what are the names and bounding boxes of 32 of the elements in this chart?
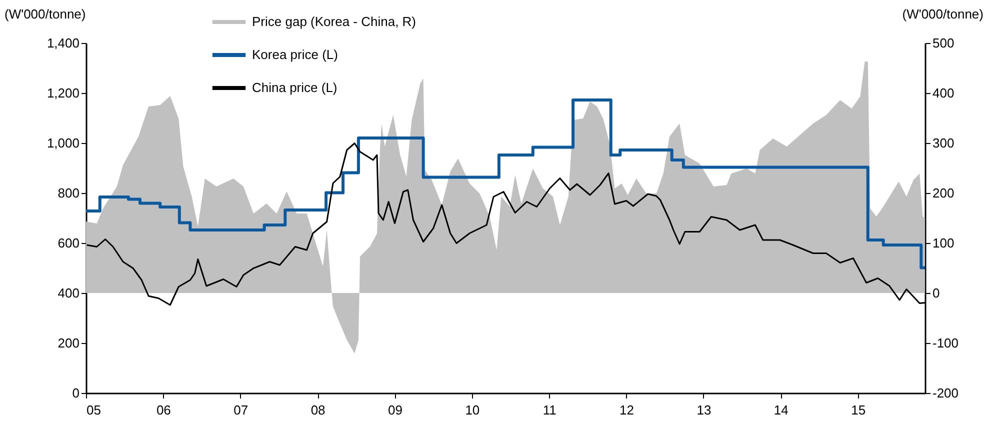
- y-tick-label: 1,000: [46, 136, 80, 150]
- y-tick-label: 0: [72, 386, 80, 400]
- y2-tick-label: 200: [932, 186, 954, 200]
- y2-tick-label: 100: [932, 236, 954, 250]
- y-axis-title: (W'000/tonne): [4, 6, 86, 22]
- x-tick-label: 13: [696, 402, 712, 418]
- x-tick-label: 05: [86, 402, 101, 418]
- legend-label: Korea price (L): [252, 47, 338, 62]
- x-tick-label: 11: [542, 402, 556, 418]
- x-tick-label: 07: [234, 402, 248, 418]
- y2-tick-label: 300: [932, 136, 954, 150]
- y2-axis-title: (W'000/tonne): [902, 6, 984, 22]
- y-tick-label: 200: [58, 336, 80, 350]
- y-tick-label: 1,400: [46, 36, 80, 50]
- x-tick-label: 10: [465, 402, 480, 418]
- x-tick-label: 12: [620, 402, 634, 418]
- x-tick-label: 15: [851, 402, 866, 418]
- y2-tick-label: -100: [932, 336, 959, 350]
- y-tick-label: 1,200: [46, 86, 80, 100]
- x-tick-label: 06: [156, 402, 171, 418]
- y-tick-label: 400: [58, 286, 80, 300]
- y2-tick-label: -200: [932, 386, 959, 400]
- x-tick-label: 08: [310, 402, 326, 418]
- y-tick-label: 800: [58, 186, 80, 200]
- y2-tick-label: 0: [932, 286, 940, 300]
- x-tick-label: 14: [774, 402, 788, 418]
- y2-tick-label: 500: [932, 36, 954, 50]
- legend-label: Price gap (Korea - China, R): [252, 14, 416, 29]
- legend-label: China price (L): [252, 80, 338, 95]
- y2-tick-label: 400: [932, 86, 954, 100]
- x-tick-label: 09: [388, 402, 402, 418]
- y-tick-label: 600: [58, 236, 80, 250]
